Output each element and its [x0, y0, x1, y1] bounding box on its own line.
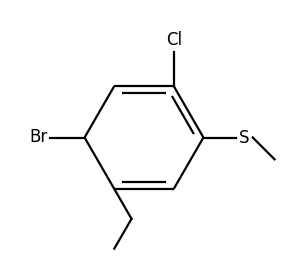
Text: Br: Br	[29, 128, 48, 147]
Text: S: S	[238, 128, 249, 147]
Text: Cl: Cl	[166, 31, 182, 49]
